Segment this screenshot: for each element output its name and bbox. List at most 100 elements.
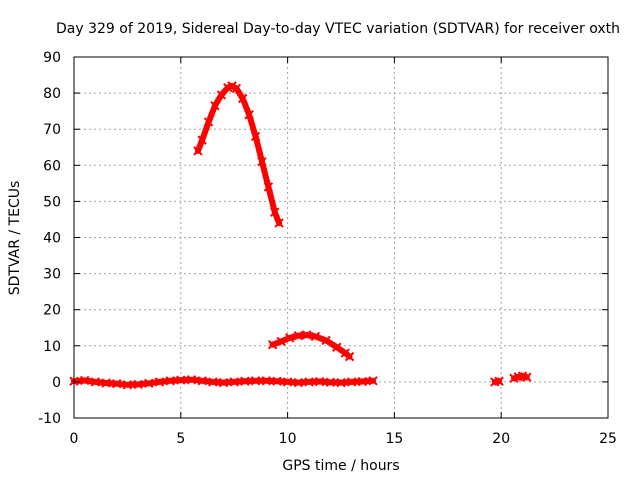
data-point-stroke: [154, 377, 165, 387]
data-point: [302, 330, 312, 340]
data-point-stroke: [238, 93, 248, 104]
data-point: [261, 376, 271, 386]
x-tick-label: 10: [279, 431, 297, 447]
data-point-stroke: [274, 218, 284, 228]
data-point: [122, 380, 133, 390]
y-axis-ticks: -10 0 10 20 30 40 50 60 70 80 90: [38, 50, 608, 427]
data-point: [344, 351, 355, 362]
data-point: [101, 378, 111, 388]
data-point: [257, 156, 267, 167]
data-point: [270, 207, 280, 217]
data-point-stroke: [197, 135, 207, 145]
data-point: [208, 377, 218, 387]
data-point: [240, 376, 250, 386]
x-axis-label: GPS time / hours: [282, 458, 399, 474]
data-point: [276, 336, 286, 347]
data-point-stroke: [231, 83, 242, 94]
data-point-stroke: [336, 377, 346, 388]
data-point-stroke: [240, 376, 250, 386]
data-point-stroke: [517, 371, 528, 381]
data-point-stroke: [203, 117, 214, 127]
data-point: [314, 376, 325, 387]
y-tick-label: 20: [43, 303, 61, 319]
data-point-stroke: [250, 131, 261, 142]
data-point: [267, 340, 278, 350]
data-point: [368, 376, 378, 386]
data-point-stroke: [494, 376, 504, 386]
data-point-stroke: [293, 377, 303, 388]
data-point-stroke: [276, 336, 286, 347]
data-point-stroke: [197, 376, 207, 386]
data-point: [332, 342, 342, 352]
data-point-stroke: [267, 340, 278, 350]
data-point: [282, 377, 293, 387]
data-point-stroke: [122, 380, 133, 390]
data-point: [293, 330, 303, 341]
y-tick-label: 40: [43, 231, 61, 247]
data-point-stroke: [165, 376, 175, 386]
data-point: [263, 182, 274, 192]
data-point: [229, 377, 239, 387]
data-point-stroke: [325, 377, 336, 387]
data-point: [231, 83, 242, 94]
data-point-stroke: [263, 182, 274, 192]
data-point: [210, 101, 220, 111]
data-point-stroke: [272, 376, 282, 386]
data-point: [304, 377, 314, 387]
x-tick-label: 25: [599, 431, 617, 447]
data-point-stroke: [244, 110, 254, 120]
data-point: [203, 117, 214, 127]
data-point-stroke: [302, 330, 312, 340]
data-point-stroke: [218, 377, 229, 388]
data-point: [90, 377, 101, 387]
y-tick-label: -10: [38, 411, 61, 427]
data-point: [321, 335, 331, 346]
data-point: [274, 218, 284, 228]
y-axis-label: SDTVAR / TECUs: [7, 181, 23, 296]
data-point: [227, 81, 237, 91]
data-point: [325, 377, 336, 387]
data-point: [197, 135, 207, 145]
data-point-stroke: [357, 376, 368, 387]
x-tick-label: 0: [70, 431, 79, 447]
data-point: [336, 377, 346, 388]
y-tick-label: 90: [43, 50, 61, 66]
data-point-stroke: [227, 81, 237, 91]
data-point-stroke: [176, 375, 186, 385]
data-point-stroke: [186, 375, 197, 385]
data-point-stroke: [257, 156, 267, 167]
data-point-stroke: [208, 377, 218, 387]
data-point: [193, 146, 203, 156]
data-point: [293, 377, 303, 388]
data-point-stroke: [346, 377, 357, 387]
data-point-stroke: [282, 377, 293, 387]
data-point: [285, 333, 295, 343]
data-point-stroke: [79, 375, 90, 386]
y-tick-label: 10: [43, 339, 61, 355]
data-point-stroke: [285, 333, 295, 343]
data-point: [79, 375, 90, 386]
data-point: [112, 378, 122, 389]
data-point-stroke: [101, 378, 111, 388]
data-point: [133, 379, 143, 390]
data-point-stroke: [90, 377, 101, 387]
data-point: [216, 90, 227, 100]
data-point: [244, 110, 254, 120]
data-point: [346, 377, 357, 387]
data-point-stroke: [368, 376, 378, 386]
data-point-stroke: [261, 376, 271, 386]
data-point-stroke: [133, 379, 143, 390]
data-point-stroke: [314, 376, 325, 387]
y-tick-label: 50: [43, 194, 61, 210]
x-tick-label: 5: [176, 431, 185, 447]
data-point-stroke: [304, 377, 314, 387]
data-point: [144, 378, 154, 389]
data-point-stroke: [193, 146, 203, 156]
data-point-stroke: [216, 90, 227, 100]
data-point-stroke: [293, 330, 303, 341]
data-point: [250, 376, 261, 386]
x-tick-label: 20: [492, 431, 510, 447]
data-point-stroke: [270, 207, 280, 217]
